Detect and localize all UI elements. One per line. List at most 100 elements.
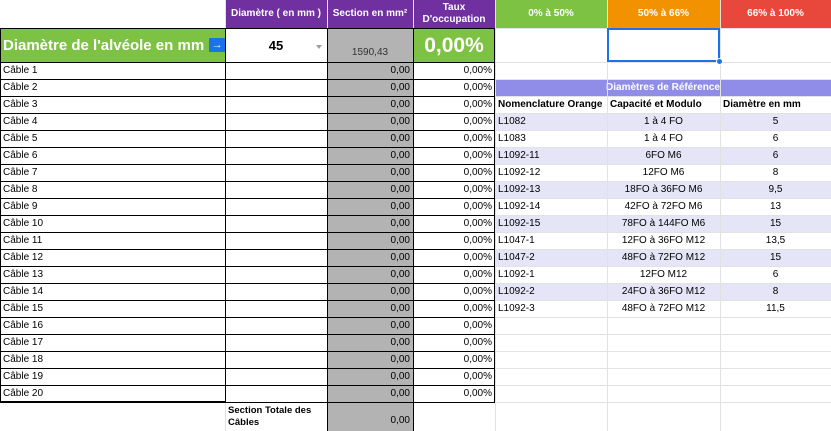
alveole-label-cell[interactable]: Diamètre de l'alvéole en mm → bbox=[0, 28, 225, 62]
reference-diameter[interactable]: 11,5 bbox=[766, 302, 785, 314]
cable-section[interactable]: 0,00 bbox=[327, 249, 413, 266]
cable-diameter-input[interactable] bbox=[225, 351, 327, 368]
reference-title[interactable]: Diamètres de Référence bbox=[495, 79, 831, 96]
reference-name[interactable]: L1092-15 bbox=[495, 215, 607, 232]
cable-name[interactable]: Câble 10 bbox=[3, 217, 44, 229]
cable-rate[interactable]: 0,00% bbox=[463, 64, 492, 76]
header-diameter[interactable]: Diamètre ( en mm ) bbox=[225, 0, 327, 28]
cable-rate[interactable]: 0,00% bbox=[463, 200, 492, 212]
cable-diameter-input[interactable] bbox=[225, 79, 327, 96]
reference-name[interactable]: L1092-14 bbox=[498, 200, 541, 212]
cable-rate[interactable]: 0,00% bbox=[463, 132, 492, 144]
reference-capacity[interactable]: 42FO à 72FO M6 bbox=[624, 200, 703, 212]
fill-handle[interactable] bbox=[716, 58, 723, 65]
reference-column-header[interactable]: Diamètre en mm bbox=[723, 98, 801, 110]
reference-diameter[interactable]: 15 bbox=[720, 249, 831, 266]
reference-capacity[interactable]: 1 à 4 FO bbox=[644, 132, 683, 144]
cable-diameter-input[interactable] bbox=[225, 198, 327, 215]
cable-diameter-input[interactable] bbox=[225, 147, 327, 164]
reference-capacity[interactable]: 18FO à 36FO M6 bbox=[607, 181, 720, 198]
reference-capacity[interactable]: 6FO M6 bbox=[607, 147, 720, 164]
reference-name[interactable]: L1092-2 bbox=[495, 283, 607, 300]
reference-diameter[interactable]: 5 bbox=[720, 113, 831, 130]
cable-name[interactable]: Câble 4 bbox=[3, 115, 38, 127]
reference-capacity[interactable]: 24FO à 36FO M12 bbox=[607, 283, 720, 300]
cable-rate[interactable]: 0,00% bbox=[463, 370, 492, 382]
alveole-section-cell[interactable]: 1590,43 bbox=[327, 28, 413, 62]
reference-capacity[interactable]: 12FO M6 bbox=[642, 166, 685, 178]
cable-diameter-input[interactable] bbox=[225, 62, 327, 79]
cable-name[interactable]: Câble 13 bbox=[3, 268, 44, 280]
cable-rate[interactable]: 0,00% bbox=[463, 336, 492, 348]
header-section[interactable]: Section en mm² bbox=[327, 0, 413, 28]
header-range-mid[interactable]: 50% à 66% bbox=[607, 0, 720, 28]
cable-rate[interactable]: 0,00% bbox=[463, 149, 492, 161]
cable-section[interactable]: 0,00 bbox=[327, 368, 413, 385]
cable-diameter-input[interactable] bbox=[225, 164, 327, 181]
reference-name[interactable]: L1082 bbox=[495, 113, 607, 130]
reference-capacity[interactable]: 48FO à 72FO M12 bbox=[621, 302, 706, 314]
cable-rate[interactable]: 0,00% bbox=[463, 183, 492, 195]
cable-diameter-input[interactable] bbox=[225, 385, 327, 402]
reference-diameter[interactable]: 15 bbox=[720, 215, 831, 232]
reference-diameter[interactable]: 8 bbox=[772, 166, 779, 178]
cable-diameter-input[interactable] bbox=[225, 232, 327, 249]
cable-name[interactable]: Câble 18 bbox=[3, 353, 44, 365]
cable-rate[interactable]: 0,00% bbox=[463, 268, 492, 280]
reference-capacity[interactable]: 78FO à 144FO M6 bbox=[607, 215, 720, 232]
cable-section[interactable]: 0,00 bbox=[327, 79, 413, 96]
reference-name[interactable]: L1083 bbox=[498, 132, 526, 144]
cable-rate[interactable]: 0,00% bbox=[463, 217, 492, 229]
total-label-cell[interactable]: Section Totale des Câbles bbox=[225, 402, 327, 431]
cable-diameter-input[interactable] bbox=[225, 96, 327, 113]
cable-name[interactable]: Câble 16 bbox=[3, 319, 44, 331]
cable-diameter-input[interactable] bbox=[225, 130, 327, 147]
cable-name[interactable]: Câble 12 bbox=[3, 251, 44, 263]
reference-diameter[interactable]: 6 bbox=[772, 132, 779, 144]
reference-diameter[interactable]: 13 bbox=[769, 200, 782, 212]
cable-diameter-input[interactable] bbox=[225, 113, 327, 130]
cable-name[interactable]: Câble 15 bbox=[3, 302, 44, 314]
cable-section[interactable]: 0,00 bbox=[327, 317, 413, 334]
cable-section[interactable]: 0,00 bbox=[327, 215, 413, 232]
cable-section[interactable]: 0,00 bbox=[327, 300, 413, 317]
reference-diameter[interactable]: 9,5 bbox=[720, 181, 831, 198]
reference-capacity[interactable]: 12FO M12 bbox=[639, 268, 688, 280]
reference-name[interactable]: L1092-12 bbox=[498, 166, 541, 178]
reference-name[interactable]: L1092-11 bbox=[495, 147, 607, 164]
reference-diameter[interactable]: 6 bbox=[772, 268, 779, 280]
reference-capacity[interactable]: 12FO à 36FO M12 bbox=[621, 234, 706, 246]
arrow-right-icon[interactable]: → bbox=[209, 38, 225, 52]
reference-name[interactable]: L1092-3 bbox=[498, 302, 535, 314]
cable-section[interactable]: 0,00 bbox=[327, 96, 413, 113]
cable-section[interactable]: 0,00 bbox=[327, 351, 413, 368]
reference-column-header[interactable]: Nomenclature Orange bbox=[498, 98, 603, 110]
cable-diameter-input[interactable] bbox=[225, 215, 327, 232]
header-empty-a[interactable] bbox=[0, 0, 225, 28]
cable-name[interactable]: Câble 6 bbox=[3, 149, 38, 161]
alveole-diameter-select[interactable]: 45 bbox=[225, 28, 327, 62]
cable-name[interactable]: Câble 19 bbox=[3, 370, 44, 382]
reference-diameter[interactable]: 8 bbox=[720, 283, 831, 300]
cable-section[interactable]: 0,00 bbox=[327, 130, 413, 147]
cable-name[interactable]: Câble 7 bbox=[3, 166, 38, 178]
cable-diameter-input[interactable] bbox=[225, 283, 327, 300]
selected-cell[interactable] bbox=[607, 28, 720, 62]
cable-section[interactable]: 0,00 bbox=[327, 334, 413, 351]
cable-section[interactable]: 0,00 bbox=[327, 232, 413, 249]
cable-name[interactable]: Câble 5 bbox=[3, 132, 38, 144]
cable-rate[interactable]: 0,00% bbox=[463, 98, 492, 110]
reference-capacity[interactable]: 1 à 4 FO bbox=[607, 113, 720, 130]
cable-section[interactable]: 0,00 bbox=[327, 266, 413, 283]
dropdown-caret-icon[interactable] bbox=[316, 45, 322, 49]
header-range-low[interactable]: 0% à 50% bbox=[495, 0, 607, 28]
cable-name[interactable]: Câble 11 bbox=[3, 234, 43, 246]
cable-name[interactable]: Câble 20 bbox=[3, 387, 44, 399]
reference-name[interactable]: L1092-1 bbox=[498, 268, 535, 280]
reference-column-header[interactable]: Capacité et Modulo bbox=[610, 98, 702, 110]
reference-diameter[interactable]: 6 bbox=[720, 147, 831, 164]
total-value-cell[interactable]: 0,00 bbox=[327, 402, 413, 431]
cable-section[interactable]: 0,00 bbox=[327, 283, 413, 300]
cable-section[interactable]: 0,00 bbox=[327, 62, 413, 79]
cable-section[interactable]: 0,00 bbox=[327, 385, 413, 402]
